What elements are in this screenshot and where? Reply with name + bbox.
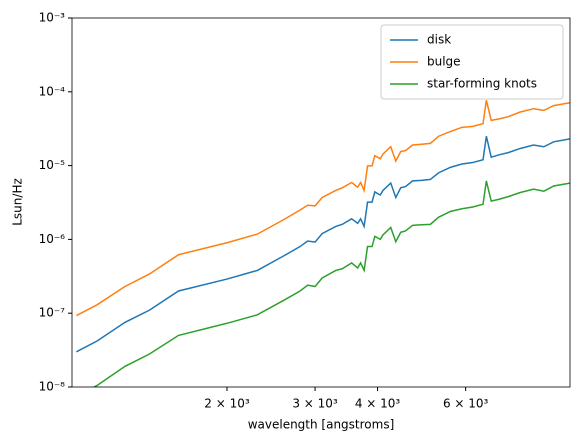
y-tick-label: 10⁻³: [39, 11, 66, 25]
y-tick-label: 10⁻⁴: [39, 84, 66, 98]
y-tick-label: 10⁻⁵: [39, 158, 66, 172]
legend-label: bulge: [427, 55, 461, 69]
y-tick-label: 10⁻⁷: [39, 306, 66, 320]
plot-area: [76, 100, 570, 387]
x-tick-label: 4 × 10³: [355, 397, 401, 411]
series-line: [76, 136, 570, 353]
x-tick-label: 6 × 10³: [443, 397, 489, 411]
series-line: [92, 180, 570, 387]
legend-label: disk: [427, 33, 451, 47]
x-tick-label: 3 × 10³: [292, 397, 338, 411]
y-tick-label: 10⁻⁸: [39, 380, 66, 394]
legend-label: star-forming knots: [427, 77, 537, 91]
x-tick-label: 2 × 10³: [204, 397, 250, 411]
legend-box: [380, 24, 564, 100]
series-line: [76, 100, 570, 317]
plot-frame: [71, 17, 571, 388]
y-tick-label: 10⁻⁶: [39, 232, 66, 246]
x-axis-label: wavelength [angstroms]: [248, 418, 395, 432]
y-axis-label: Lsun/Hz: [11, 178, 25, 226]
